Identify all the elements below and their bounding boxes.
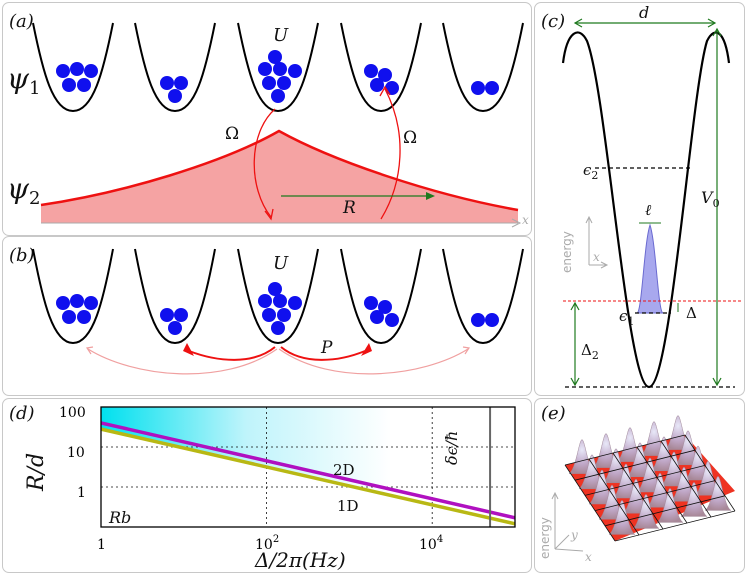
- lattice-peak-4-4: [704, 476, 732, 511]
- Delta2-label: Δ2: [581, 341, 599, 362]
- ytick-1: 1: [77, 485, 86, 501]
- well-2: [134, 22, 216, 113]
- well-4: [340, 22, 422, 113]
- lattice-grid-line-b-4: [604, 495, 726, 527]
- plot-area: [100, 406, 516, 528]
- series-label-2D: 2D: [333, 461, 355, 479]
- panel-a-svg: (a) U ψ1 ψ2 x Ω Ω R: [7, 11, 529, 228]
- atoms-b-1: [56, 294, 98, 324]
- d-label: d: [639, 3, 649, 22]
- panel-a: (a) U ψ1 ψ2 x Ω Ω R: [2, 2, 532, 236]
- ell-label: ℓ: [645, 201, 651, 219]
- y-label-e: y: [570, 528, 578, 542]
- hop-arrow-far-left: [87, 348, 278, 375]
- series-line-1D: [100, 427, 516, 526]
- psi2-label: ψ2: [7, 172, 40, 209]
- well-b-5: [442, 248, 524, 345]
- delta-eps-label: δϵ/ħ: [442, 431, 461, 465]
- panel-e-label: (e): [541, 403, 566, 424]
- energy-label-c: energy: [560, 231, 574, 273]
- atoms-well-4: [364, 64, 399, 95]
- hop-arrow-near-right: [280, 346, 366, 361]
- omega-label-left: Ω: [225, 124, 239, 144]
- panel-b: (b) U P: [2, 236, 532, 396]
- panel-e: (e) energy y x: [534, 398, 745, 573]
- lattice-grid-line-a-1: [588, 458, 640, 536]
- ytick-100: 100: [59, 405, 86, 421]
- xtick-1: 1: [97, 537, 106, 553]
- atoms-b-2: [160, 308, 188, 335]
- eps1-label: ϵ1: [619, 307, 634, 328]
- lattice-grid-line-a-5: [684, 434, 736, 512]
- lattice-grid-line-a-2: [612, 452, 664, 530]
- omega-arrow-left: [253, 108, 276, 218]
- atoms-b-3: [258, 282, 302, 335]
- lattice-grid-line-b-1: [574, 449, 696, 481]
- y-axis-label: R/d: [24, 453, 49, 492]
- panel-b-label: (b): [9, 245, 35, 266]
- series-label-1D: 1D: [337, 497, 359, 515]
- xtick-100: 102: [255, 534, 279, 553]
- wavepacket: [636, 223, 664, 314]
- xtick-10000: 104: [419, 534, 443, 553]
- energy-label-e: energy: [538, 517, 552, 559]
- Rb-label: Rb: [108, 508, 131, 527]
- lattice-grid-line-b-3: [594, 480, 716, 511]
- x-label-c: x: [593, 250, 600, 264]
- ytick-10: 10: [67, 445, 85, 461]
- atoms-well-2: [160, 76, 188, 103]
- well-5: [442, 22, 524, 113]
- lattice-peak-2-4: [656, 488, 684, 523]
- omega-label-right: Ω: [403, 128, 417, 148]
- hop-arrow-far-right: [278, 348, 469, 375]
- lattice-grid-line-b-5: [614, 510, 736, 542]
- atoms-well-5: [471, 81, 499, 95]
- well-b-2: [134, 248, 216, 345]
- panel-b-svg: (b) U P: [9, 245, 524, 375]
- psi1-label: ψ1: [7, 62, 40, 99]
- R-label: R: [342, 198, 356, 218]
- panel-d: (d) R/d Δ/2π(Hz) Rb δϵ/ħ 100 10 1 1 102 …: [2, 398, 532, 573]
- eps2-label: ϵ2: [583, 161, 598, 182]
- well-b-3: [237, 248, 319, 345]
- atoms-well-1: [56, 62, 98, 92]
- U-label-b: U: [273, 253, 289, 274]
- atoms-well-3: [258, 50, 302, 103]
- panel-a-label: (a): [9, 11, 34, 32]
- lattice-peak-1-4: [632, 494, 660, 529]
- panel-c-label: (c): [541, 11, 565, 32]
- chart-d: (d) R/d Δ/2π(Hz) Rb δϵ/ħ 100 10 1 1 102 …: [9, 403, 516, 572]
- psi2-wavefunction: [41, 131, 518, 223]
- atoms-b-4: [364, 296, 399, 327]
- plot-frame: [100, 406, 516, 528]
- omega-arrow-right: [380, 88, 401, 220]
- V0-label: V0: [701, 188, 720, 210]
- lattice-grid-line-b-0: [564, 434, 686, 466]
- series-line-2D: [100, 421, 516, 520]
- lattice-peak-3-4: [680, 482, 708, 517]
- well-1: [32, 22, 114, 113]
- panel-c: (c) d V0 ϵ2 energy x ℓ ϵ1 Δ Δ2: [534, 2, 745, 396]
- x-label-e: x: [585, 550, 592, 564]
- x-label-a: x: [522, 213, 529, 227]
- Delta-label: Δ: [686, 304, 697, 322]
- well-b-4: [340, 248, 422, 345]
- atoms-b-5: [471, 313, 499, 327]
- U-label-a: U: [273, 25, 289, 46]
- lattice-grid-line-a-0: [564, 464, 616, 542]
- hop-arrow-near-left: [188, 346, 276, 361]
- P-label: P: [320, 338, 333, 358]
- lattice-grid-line-a-3: [636, 446, 688, 524]
- x-axis-label: Δ/2π(Hz): [254, 548, 346, 572]
- panel-e-svg: (e) energy y x: [538, 403, 736, 564]
- well-3: [237, 22, 319, 113]
- well-b-1: [32, 248, 114, 345]
- lattice-grid-line-b-2: [584, 465, 706, 496]
- lattice-peak-0-4: [608, 500, 636, 535]
- panel-c-svg: (c) d V0 ϵ2 energy x ℓ ϵ1 Δ Δ2: [541, 3, 741, 389]
- panel-d-label: (d): [9, 403, 35, 424]
- optical-lattice-surface: [564, 415, 736, 542]
- lattice-grid-line-a-4: [660, 440, 712, 518]
